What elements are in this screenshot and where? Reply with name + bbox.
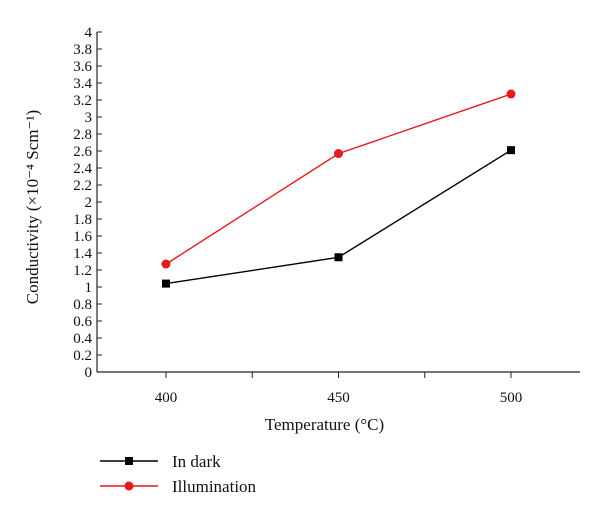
y-tick-label: 1.8 [73,212,92,228]
legend-label: Illumination [172,477,257,496]
legend-item: In dark [100,452,221,471]
data-point [507,146,515,155]
x-ticks: 400 450 500 [155,372,523,406]
data-point [334,253,343,262]
x-axis-title: Temperature (°C) [265,415,384,434]
y-tick-label: 2 [85,195,93,211]
series-line [165,93,512,265]
y-ticks: 00.20.40.60.811.21.41.61.822.22.42.62.83… [73,25,102,381]
y-tick-label: 0.8 [73,297,92,313]
axes [96,32,580,373]
x-tick-label: 450 [327,390,350,406]
y-tick-label: 1 [85,280,93,296]
y-tick-label: 4 [85,25,93,41]
y-tick-label: 2.8 [73,127,92,143]
y-tick-label: 1.6 [73,229,92,245]
y-tick-label: 1.4 [73,246,92,262]
series-layer [161,89,516,288]
series-in-dark [162,146,515,288]
y-tick-label: 3.8 [73,42,92,58]
series-line [165,149,512,285]
y-axis-title: Conductivity (×10⁻⁴ Scm⁻¹) [23,110,42,304]
y-tick-label: 0.6 [73,314,92,330]
x-tick-label: 400 [155,390,178,406]
y-tick-label: 1.2 [73,263,92,279]
data-point [161,259,171,269]
data-point [506,89,516,99]
data-point [162,279,170,288]
y-tick-label: 3.4 [73,76,92,92]
y-tick-label: 3.2 [73,93,92,109]
legend-marker [124,481,134,491]
data-point [334,149,343,159]
y-tick-label: 2.2 [73,178,92,194]
y-tick-label: 2.6 [73,144,92,160]
y-tick-label: 3.6 [73,59,92,75]
legend-label: In dark [172,452,221,471]
series-illumination [161,89,516,269]
legend: In dark Illumination [100,452,257,496]
legend-item: Illumination [100,477,257,496]
y-tick-label: 0 [85,365,93,381]
legend-marker [125,457,133,465]
x-tick-label: 500 [500,390,523,406]
y-tick-label: 3 [85,110,93,126]
y-tick-label: 0.4 [73,331,92,347]
y-tick-label: 2.4 [73,161,92,177]
y-tick-label: 0.2 [73,348,92,364]
